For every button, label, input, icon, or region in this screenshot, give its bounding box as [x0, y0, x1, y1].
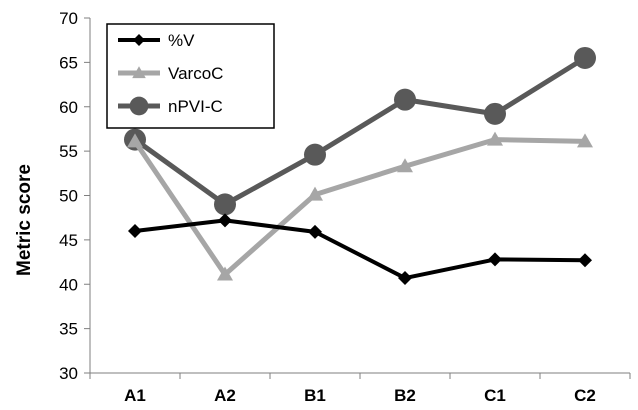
- series-line: [133, 55, 587, 207]
- series-varcoc: [127, 131, 593, 281]
- data-point: [397, 158, 413, 173]
- data-point: [217, 266, 233, 281]
- data-point: [487, 131, 503, 146]
- legend-label: nPVI-C: [168, 97, 223, 116]
- data-point: [128, 224, 142, 238]
- legend-entry: VarcoC: [118, 64, 223, 83]
- y-tick-label: 50: [59, 187, 78, 206]
- x-axis: A1 A2 B1 B2 C1 C2: [89, 372, 631, 405]
- legend-label: %V: [168, 31, 195, 50]
- y-tick-label: 55: [59, 142, 78, 161]
- x-tick-label: A1: [124, 386, 146, 405]
- y-tick-label: 70: [59, 9, 78, 28]
- x-tick-label: B1: [304, 386, 326, 405]
- data-point: [574, 46, 596, 69]
- data-point: [132, 66, 146, 79]
- y-tick-label: 35: [59, 320, 78, 339]
- data-point: [127, 133, 143, 148]
- data-point: [307, 186, 323, 201]
- series-line: [134, 218, 586, 281]
- y-tick-label: 60: [59, 98, 78, 117]
- x-tick-label: C2: [574, 386, 596, 405]
- x-tick-label: C1: [484, 386, 506, 405]
- y-axis: 30 35 40 45 50 55 60 65 70: [59, 9, 91, 383]
- data-point: [214, 193, 236, 216]
- data-point: [129, 96, 149, 116]
- y-tick-label: 40: [59, 275, 78, 294]
- data-point: [577, 133, 593, 148]
- y-tick-label: 65: [59, 53, 78, 72]
- series-layer: [124, 46, 596, 286]
- legend-entry: %V: [118, 31, 195, 50]
- data-point: [398, 271, 412, 286]
- data-point: [484, 102, 506, 125]
- data-point: [308, 224, 322, 239]
- y-tick-label: 45: [59, 231, 78, 250]
- y-tick-label: 30: [59, 364, 78, 383]
- data-point: [218, 213, 232, 228]
- data-point: [488, 252, 502, 267]
- x-tick-label: B2: [394, 386, 416, 405]
- legend-entry: nPVI-C: [118, 96, 223, 116]
- legend: %V VarcoC nPVI-C: [106, 23, 275, 129]
- x-tick-label: A2: [214, 386, 236, 405]
- data-point: [394, 88, 416, 111]
- series-line: [132, 137, 586, 277]
- data-point: [578, 253, 592, 268]
- y-axis-title: Metric score: [14, 164, 35, 276]
- data-point: [133, 34, 145, 46]
- data-point: [304, 143, 326, 166]
- series--v: [128, 213, 592, 286]
- legend-label: VarcoC: [168, 64, 223, 83]
